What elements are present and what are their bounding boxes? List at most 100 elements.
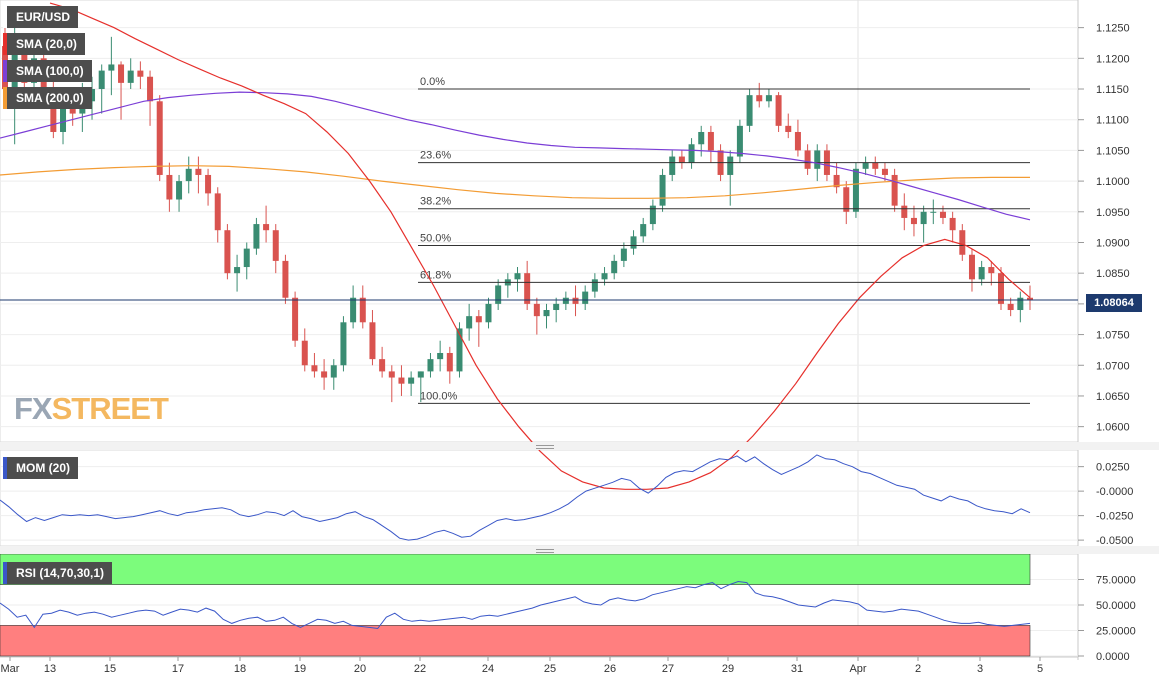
candle-body (292, 297, 299, 341)
legend-symbol[interactable]: EUR/USD (3, 6, 79, 28)
y-tick-label-main: 1.0700 (1096, 360, 1130, 372)
rsi-line (0, 580, 1031, 630)
candle-body (427, 359, 434, 372)
candle-body (591, 279, 598, 292)
candle-body (601, 273, 608, 280)
candle-body (746, 95, 753, 126)
y-tick-label-mom: -0.0250 (1096, 511, 1133, 523)
candle-body (775, 95, 782, 126)
candle-body (756, 95, 763, 102)
pane-resize-grip[interactable] (536, 445, 554, 446)
candle-body (195, 168, 202, 175)
candle-body (118, 64, 125, 83)
x-tick-label: 22 (414, 663, 426, 675)
x-tick-label: 20 (354, 663, 366, 675)
candle-body (630, 236, 637, 249)
candle-body (156, 101, 163, 175)
candle-body (659, 174, 666, 206)
legend-swatch (3, 33, 7, 55)
candle-body (707, 131, 714, 151)
candle-body (311, 365, 318, 372)
legend-rsi[interactable]: RSI (14,70,30,1) (3, 562, 113, 584)
y-tick-label-mom: -0.0500 (1096, 535, 1133, 547)
fib-label: 38.2% (420, 196, 451, 208)
x-tick-label: 25 (544, 663, 556, 675)
rsi-oversold-zone (0, 625, 1031, 657)
candle-body (272, 230, 279, 261)
candle-body (698, 131, 705, 145)
candle-body (108, 64, 115, 71)
candle-body (417, 371, 424, 378)
pane-frame-mom (0, 449, 1079, 547)
legend-sma20-label: SMA (20,0) (16, 37, 77, 51)
y-tick-label-main: 1.1100 (1096, 115, 1129, 127)
legend-sma200-label: SMA (200,0) (16, 91, 84, 105)
y-tick-label-rsi: 25.0000 (1096, 626, 1136, 638)
pane-divider-mom[interactable] (0, 442, 1159, 450)
candle-body (437, 352, 444, 360)
candle-body (224, 230, 231, 274)
x-tick-label: 18 (234, 663, 246, 675)
candle-body (524, 273, 531, 304)
legend-symbol-label: EUR/USD (16, 10, 71, 24)
candle-body (475, 316, 482, 323)
candle-body (988, 267, 995, 274)
legend-sma100[interactable]: SMA (100,0) (3, 60, 92, 82)
y-tick-label-rsi: 0.0000 (1096, 651, 1130, 663)
x-tick-label: 31 (791, 663, 803, 675)
candle-body (301, 340, 308, 366)
candle-body (901, 205, 908, 218)
candle-body (176, 181, 183, 200)
candle-body (321, 371, 328, 378)
candle-body (978, 267, 985, 280)
candle-body (137, 70, 144, 77)
candle-body (930, 211, 937, 213)
candle-body (1017, 297, 1024, 311)
candle-body (997, 273, 1004, 304)
legend-swatch (3, 457, 7, 479)
x-tick-label: 5 (1037, 663, 1043, 675)
sma100-line (0, 91, 1031, 221)
candle-body (891, 174, 898, 206)
y-tick-label-rsi: 75.0000 (1096, 575, 1136, 587)
candle-body (398, 377, 405, 384)
candle-body (611, 260, 618, 274)
fib-label: 0.0% (420, 76, 445, 88)
candle-body (939, 211, 946, 218)
legend-swatch (3, 6, 7, 28)
candle-body (205, 174, 212, 194)
x-tick-label: Apr (849, 663, 866, 675)
y-tick-label-main: 1.0900 (1096, 237, 1130, 249)
y-tick-label-main: 1.0750 (1096, 330, 1130, 342)
legend-mom[interactable]: MOM (20) (3, 457, 78, 479)
candle-body (814, 150, 821, 169)
y-tick-label-main: 1.1050 (1096, 145, 1130, 157)
x-tick-label: 2 (915, 663, 921, 675)
candle-body (862, 162, 869, 169)
candle-body (959, 230, 966, 255)
candle-body (147, 76, 154, 102)
candle-body (649, 205, 656, 225)
logo-part-street: STREET (51, 391, 169, 426)
x-tick-label: 17 (172, 663, 184, 675)
pane-resize-grip[interactable] (536, 552, 554, 553)
pane-resize-grip[interactable] (536, 549, 554, 550)
legend-sma20[interactable]: SMA (20,0) (3, 33, 85, 55)
x-tick-label: 27 (662, 663, 674, 675)
candle-body (533, 303, 540, 317)
fxstreet-logo: FXSTREET (14, 391, 169, 426)
candle-body (263, 224, 270, 231)
legend-sma200[interactable]: SMA (200,0) (3, 87, 92, 109)
candle-body (330, 365, 337, 378)
candle-body (920, 211, 927, 225)
pane-frame-main (0, 0, 1079, 443)
pane-divider-rsi[interactable] (0, 546, 1159, 554)
sma200-line (0, 165, 1030, 199)
candle-body (60, 107, 67, 132)
candle-body (669, 156, 676, 175)
candle-body (495, 285, 502, 304)
candle-body (949, 217, 956, 231)
pane-resize-grip[interactable] (536, 448, 554, 449)
